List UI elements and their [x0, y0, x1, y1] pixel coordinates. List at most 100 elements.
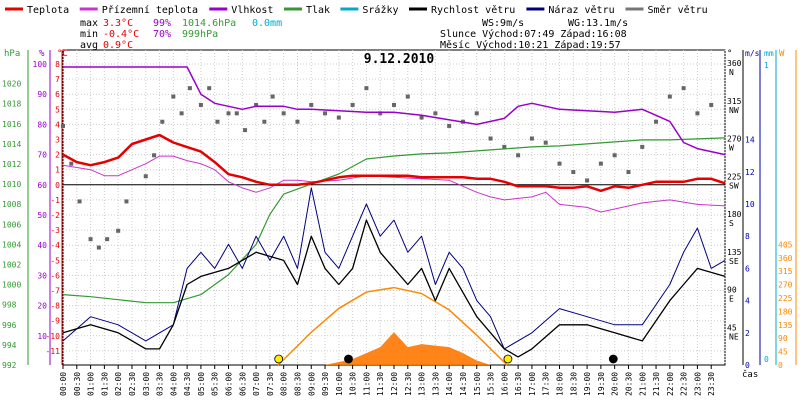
- axis-unit-ms: m/s: [745, 49, 760, 58]
- tick-direction: 315: [727, 97, 742, 106]
- tick-wind: 4: [745, 297, 750, 306]
- tick-wind: 12: [745, 168, 755, 177]
- wind-direction-point: [281, 111, 286, 116]
- humidity-line: [63, 66, 726, 156]
- stat-max-hum: 99%: [153, 18, 171, 29]
- wind-direction-point: [243, 128, 248, 133]
- tick-temperature: 2: [55, 151, 60, 160]
- tick-wind: 14: [745, 136, 755, 145]
- wind-direction-point: [143, 174, 148, 179]
- wind-direction-point: [709, 102, 714, 107]
- tick-solar: 0: [778, 361, 783, 370]
- legend-label: Tlak: [306, 5, 330, 16]
- tick-time: 23:00: [693, 372, 702, 396]
- wind-direction-point: [529, 136, 534, 141]
- tick-direction: 135: [727, 248, 742, 257]
- wind-direction-point: [392, 102, 396, 107]
- tick-pressure: 1014: [2, 140, 21, 149]
- tick-humidity: 80: [37, 120, 47, 129]
- wind-direction-point: [433, 111, 438, 116]
- tick-direction-label: S: [729, 219, 734, 228]
- wind-direction-point: [488, 136, 493, 141]
- tick-time: 03:00: [142, 372, 151, 396]
- tick-time: 13:30: [431, 372, 440, 396]
- tick-pressure: 1018: [2, 100, 21, 109]
- tick-wind: 6: [745, 264, 750, 273]
- wind-direction-point: [612, 153, 617, 158]
- tick-pressure: 1004: [2, 240, 21, 249]
- wind-direction-point: [96, 245, 101, 250]
- tick-time: 15:00: [473, 372, 482, 396]
- stat-max-label: max: [80, 18, 98, 29]
- tick-temperature: -9: [50, 317, 60, 326]
- tick-temperature: -10: [46, 332, 61, 341]
- wind-direction-point: [502, 144, 507, 149]
- legend-label: Směr větru: [648, 4, 708, 16]
- stat-moon: Měsíc Východ:10:21 Západ:19:57: [440, 39, 621, 51]
- tick-time: 14:30: [459, 372, 468, 396]
- wind-direction-point: [198, 102, 203, 107]
- tick-temperature: 3: [55, 136, 60, 145]
- tick-wind: 0: [745, 361, 750, 370]
- tick-time: 18:00: [556, 372, 565, 396]
- tick-time: 11:00: [362, 372, 371, 396]
- legend-label: Srážky: [362, 4, 398, 16]
- legend-label: Teplota: [27, 5, 69, 16]
- tick-pressure: 1010: [2, 180, 21, 189]
- tick-direction: 90: [727, 286, 737, 295]
- wind-direction-point: [571, 170, 576, 175]
- wind-direction-point: [160, 119, 165, 124]
- wind-direction-point: [171, 94, 176, 99]
- wind-direction-point: [557, 161, 562, 166]
- sunrise-marker: [274, 354, 284, 364]
- plot-frame: [62, 49, 726, 366]
- wind-direction-point: [681, 86, 686, 91]
- tick-temperature: 0: [55, 181, 60, 190]
- stat-min-label: min: [80, 29, 98, 40]
- tick-time: 06:00: [225, 372, 234, 396]
- tick-solar: 270: [778, 281, 793, 290]
- tick-pressure: 1020: [2, 80, 21, 89]
- stat-ws: WS:9m/s: [482, 18, 524, 29]
- tick-time: 05:00: [197, 372, 206, 396]
- legend-label: Náraz větru: [548, 4, 614, 16]
- tick-solar: 225: [778, 294, 793, 303]
- axis-unit-w: W: [779, 49, 785, 59]
- tick-temperature: 4: [55, 120, 60, 129]
- tick-time: 11:30: [376, 372, 385, 396]
- tick-humidity: 100: [33, 60, 48, 69]
- wind-direction-point: [543, 140, 548, 145]
- wind-direction-point: [105, 237, 110, 242]
- solar-area: [325, 332, 491, 365]
- wind-direction-point: [323, 111, 328, 116]
- tick-solar: 360: [778, 254, 793, 263]
- tick-time: 12:30: [404, 372, 413, 396]
- axis-unit-deg: °: [727, 49, 732, 59]
- tick-time: 01:00: [87, 372, 96, 396]
- wind-direction-point: [187, 86, 192, 91]
- tick-direction: 45: [727, 323, 737, 332]
- tick-temperature: -7: [50, 287, 60, 296]
- tick-temperature: 8: [55, 60, 60, 69]
- stat-min-hum: 70%: [153, 29, 171, 40]
- wind-direction-point: [116, 228, 121, 233]
- wind-direction-point: [419, 115, 424, 120]
- tick-time: 05:30: [211, 372, 220, 396]
- tick-temperature: 1: [55, 166, 60, 175]
- wind-direction-point: [405, 94, 410, 99]
- tick-time: 13:00: [418, 372, 427, 396]
- tick-time: 17:00: [528, 372, 537, 396]
- wind-direction-point: [336, 115, 341, 120]
- wind-direction-point: [270, 94, 275, 99]
- pressure-line: [62, 137, 726, 304]
- wind-direction-point: [234, 111, 239, 116]
- tick-solar: 315: [778, 267, 793, 276]
- wind-direction-point: [447, 123, 452, 128]
- wind-direction-point: [124, 199, 129, 204]
- tick-temperature: 5: [55, 105, 60, 114]
- tick-time: 10:30: [349, 372, 358, 396]
- tick-time: 06:30: [238, 372, 247, 396]
- tick-humidity: 10: [37, 332, 47, 341]
- tick-solar: 180: [778, 307, 793, 316]
